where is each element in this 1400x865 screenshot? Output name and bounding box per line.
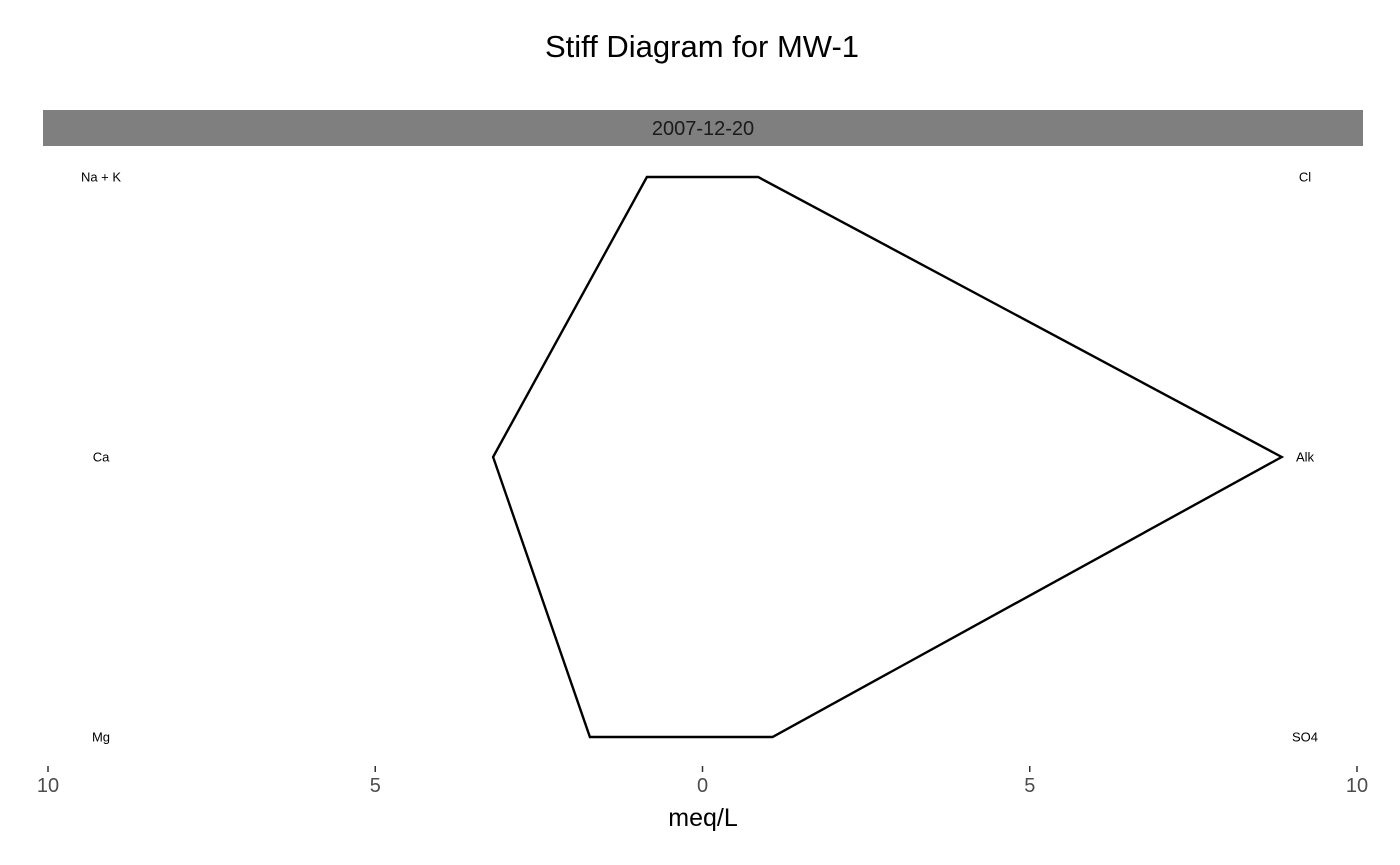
cation-label: Ca [93, 450, 110, 465]
anion-label: Cl [1299, 170, 1311, 185]
facet-strip-label: 2007-12-20 [652, 118, 754, 140]
x-axis-title: meq/L [668, 804, 738, 832]
x-tick-label: 5 [370, 775, 381, 797]
facet-strip [43, 110, 1363, 146]
plot-panel: Na + K Ca Mg Cl Alk SO4 10 5 0 5 10 [37, 170, 1368, 798]
x-tick-label: 10 [1346, 775, 1368, 797]
cation-label: Mg [92, 730, 110, 745]
anion-label: Alk [1296, 450, 1315, 465]
cation-label: Na + K [81, 170, 121, 185]
x-tick-label: 10 [37, 775, 59, 797]
anion-label: SO4 [1292, 730, 1318, 745]
x-tick-label: 0 [697, 775, 708, 797]
stiff-polygon [491, 175, 1285, 739]
x-tick-label: 5 [1024, 775, 1035, 797]
chart-title: Stiff Diagram for MW-1 [545, 29, 859, 64]
